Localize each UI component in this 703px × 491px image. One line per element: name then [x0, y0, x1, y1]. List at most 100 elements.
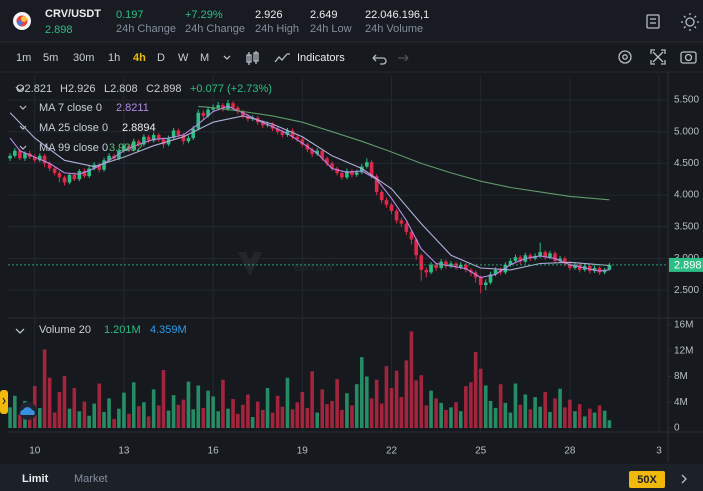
footer-arrow[interactable] — [681, 474, 687, 484]
side-handle-arrow — [2, 397, 6, 405]
stat-label: 24h Change — [185, 23, 245, 35]
axes: 2.5003.0003.5004.0004.5005.0005.50010131… — [8, 95, 703, 457]
volume-bar — [142, 402, 146, 428]
volume-bar — [335, 379, 339, 428]
volume-collapse[interactable] — [15, 328, 25, 334]
undo[interactable] — [372, 54, 387, 65]
volume-bar — [221, 379, 225, 428]
volume-bar — [384, 366, 389, 428]
volume-bar — [553, 398, 557, 428]
x-tick-label: 10 — [29, 446, 41, 457]
candle-body — [359, 166, 364, 173]
interval-tab[interactable]: W — [178, 52, 189, 64]
tab-limit[interactable]: Limit — [22, 473, 49, 485]
redo[interactable] — [398, 54, 409, 62]
volume-bar — [607, 420, 612, 428]
candle-body — [171, 130, 176, 139]
ma-legend-name: MA 99 close 0 — [39, 142, 108, 154]
ma-legend-chevron[interactable] — [19, 145, 27, 150]
candle-body — [315, 150, 319, 154]
volume-bar — [305, 408, 310, 428]
candle-body — [404, 223, 409, 232]
volume-bar — [38, 408, 42, 428]
candle-body — [211, 107, 215, 110]
volume-bar — [57, 391, 62, 428]
cloud-icon[interactable] — [19, 402, 37, 420]
book-icon[interactable] — [646, 14, 660, 29]
tab-market[interactable]: Market — [74, 473, 108, 485]
volume-bar — [523, 394, 528, 428]
moving-averages — [9, 105, 610, 279]
volume-bar — [265, 388, 270, 428]
candle-body — [310, 149, 314, 154]
volume-bar — [151, 389, 156, 428]
leverage-button[interactable] — [629, 471, 665, 488]
screenshot-icon[interactable] — [680, 51, 697, 64]
candle-body — [429, 264, 433, 273]
ma-legend-chevron[interactable] — [19, 105, 27, 110]
interval-tab[interactable]: 4h — [133, 52, 146, 64]
coin-logo — [13, 12, 31, 30]
volume-bar — [97, 383, 102, 428]
interval-tab[interactable]: D — [157, 52, 165, 64]
y-tick-label: 3.500 — [674, 221, 699, 232]
volume-tick-label: 0 — [674, 423, 680, 434]
volume-bar — [345, 393, 349, 428]
candle-body — [350, 171, 354, 175]
candle-body — [32, 157, 37, 161]
interval-tab[interactable]: 1m — [16, 52, 31, 64]
stat-label: 24h Change — [116, 23, 176, 35]
volume-bar — [131, 382, 136, 428]
theme-icon[interactable] — [681, 13, 699, 31]
volume-bar — [181, 399, 186, 428]
interval-tab[interactable]: M — [200, 52, 209, 64]
fullscreen-icon[interactable] — [650, 49, 666, 65]
ohlc-legend: O2.821 — [16, 83, 52, 95]
candle-body — [87, 168, 91, 177]
pair-name[interactable]: CRV/USDT — [45, 8, 101, 20]
volume-bar — [568, 399, 572, 428]
candle-body — [295, 136, 300, 140]
volume-bar — [582, 416, 587, 428]
candle-body — [607, 264, 612, 270]
interval-tab[interactable]: 1h — [108, 52, 120, 64]
volume-bar — [488, 400, 493, 428]
volume-bar — [588, 408, 592, 428]
candle-body — [538, 252, 542, 256]
candle-body — [127, 145, 131, 150]
volume-bar — [558, 388, 562, 428]
volume-bar — [191, 409, 196, 428]
candle-body — [548, 253, 552, 258]
more-intervals[interactable] — [223, 55, 231, 60]
candle-body — [196, 112, 201, 129]
leverage[interactable]: 50X — [637, 474, 657, 486]
indicators-icon[interactable] — [274, 53, 290, 63]
interval-tab[interactable]: 5m — [43, 52, 58, 64]
chart-type-icon[interactable] — [246, 51, 259, 65]
candle-body — [528, 255, 533, 259]
indicators-button[interactable]: Indicators — [297, 52, 345, 64]
candle-body — [464, 264, 468, 270]
volume-bar — [275, 395, 280, 428]
volume-bar — [469, 382, 473, 428]
ohlc-legend: +0.077 (+2.73%) — [190, 83, 272, 95]
candle-body — [434, 264, 438, 268]
candle-body — [77, 171, 82, 180]
ma-legend-chevron[interactable] — [19, 125, 27, 130]
settings-icon[interactable] — [618, 50, 632, 64]
candle-body — [419, 255, 424, 270]
legend-collapse[interactable] — [15, 86, 25, 92]
candle-body — [379, 191, 384, 201]
volume-bar — [270, 412, 275, 428]
volume-bar — [146, 416, 151, 428]
volume-bar — [538, 406, 542, 428]
interval-tab[interactable]: 30m — [73, 52, 94, 64]
volume-bar — [409, 331, 414, 428]
candle-body — [399, 220, 404, 224]
volume-bar — [577, 404, 582, 428]
stat-value: 22.046.196,1 — [365, 9, 429, 21]
volume-bar — [122, 392, 126, 428]
candle-body — [513, 257, 518, 261]
ma-legend-name: MA 25 close 0 — [39, 122, 108, 134]
ma-legend-value: 3.9252 — [109, 142, 143, 154]
